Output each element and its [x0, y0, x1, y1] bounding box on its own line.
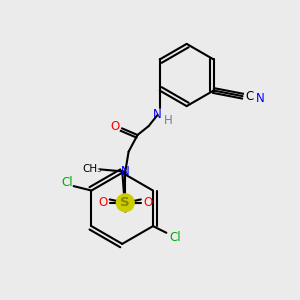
Text: H: H: [164, 114, 173, 127]
Text: CH₃: CH₃: [82, 164, 102, 174]
Circle shape: [116, 194, 134, 212]
Text: O: O: [111, 120, 120, 133]
Text: Cl: Cl: [169, 231, 181, 244]
Text: N: N: [121, 165, 130, 178]
Text: N: N: [256, 92, 265, 105]
Text: S: S: [121, 196, 130, 209]
Text: O: O: [98, 196, 108, 209]
Text: C: C: [245, 90, 253, 103]
Text: Cl: Cl: [61, 176, 73, 189]
Text: O: O: [143, 196, 152, 209]
Text: N: N: [153, 109, 162, 122]
Text: S: S: [121, 196, 130, 209]
